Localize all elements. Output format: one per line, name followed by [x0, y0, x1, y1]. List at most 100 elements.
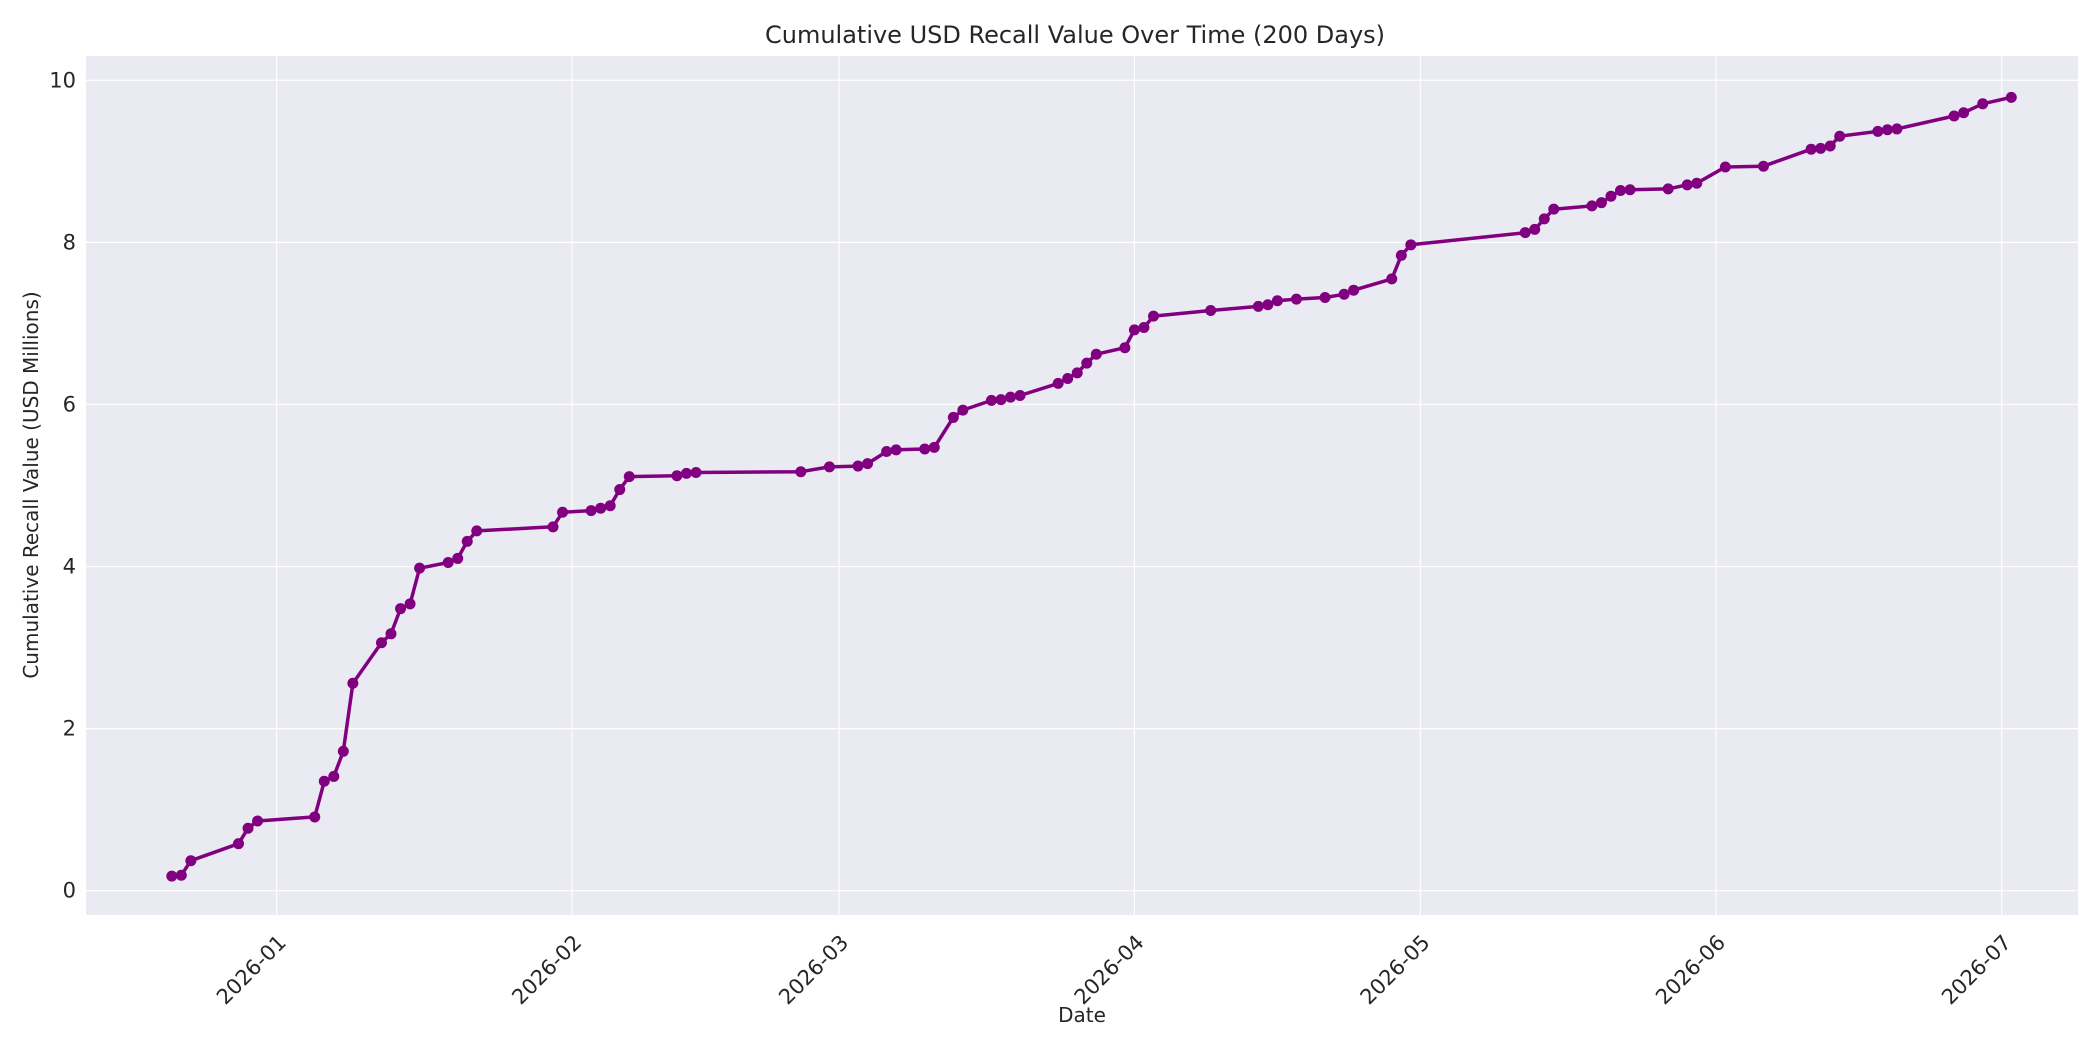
data-point [1348, 284, 1360, 296]
data-point [690, 467, 702, 479]
data-point [1262, 299, 1274, 311]
data-point [1319, 291, 1331, 303]
data-point [1548, 203, 1560, 215]
data-point [328, 770, 340, 782]
data-point [471, 525, 483, 537]
data-point [1205, 304, 1217, 316]
data-point [985, 394, 997, 406]
data-point [1071, 367, 1083, 379]
data-point [375, 637, 387, 649]
data-point [452, 552, 464, 564]
data-point [347, 677, 359, 689]
x-axis-ticks: 2026-01 2026-02 2026-03 2026-04 2026-05 2026-… [212, 930, 2016, 1009]
data-point [928, 441, 940, 453]
data-point [1834, 130, 1846, 142]
data-point [795, 466, 807, 478]
chart-title: Cumulative USD Recall Value Over Time (2… [765, 21, 1385, 49]
data-point [166, 870, 178, 882]
data-point [680, 467, 692, 479]
data-point [890, 444, 902, 456]
x-tick-label: 2026-06 [1651, 930, 1730, 1009]
data-point [395, 603, 407, 615]
data-point [547, 521, 559, 533]
data-point [671, 470, 683, 482]
data-point [1615, 185, 1627, 197]
data-point [919, 443, 931, 455]
x-tick-label: 2026-03 [774, 930, 853, 1009]
data-point [614, 484, 626, 496]
data-point [1119, 342, 1131, 354]
data-point [1138, 321, 1150, 333]
data-point [862, 458, 874, 470]
data-point [1586, 200, 1598, 212]
data-point [1948, 110, 1960, 122]
data-point [185, 855, 197, 867]
y-tick-label: 6 [63, 392, 76, 416]
data-point [2005, 91, 2017, 103]
x-tick-label: 2026-04 [1070, 930, 1149, 1009]
data-point [1824, 140, 1836, 152]
data-point [404, 598, 416, 610]
data-point [1005, 391, 1017, 403]
data-point [1090, 348, 1102, 360]
data-point [1405, 239, 1417, 251]
x-axis-title: Date [1058, 1003, 1106, 1027]
x-tick-label: 2026-05 [1356, 930, 1435, 1009]
data-point [1872, 125, 1884, 137]
data-point [1128, 324, 1140, 336]
y-axis-title: Cumulative Recall Value (USD Millions) [19, 291, 43, 678]
data-point [1386, 273, 1398, 285]
data-point [557, 506, 569, 518]
y-axis-ticks: 0 2 4 6 8 10 [49, 68, 76, 902]
data-point [1595, 197, 1607, 209]
x-tick-label: 2026-07 [1937, 930, 2016, 1009]
data-point [309, 811, 321, 823]
data-point [252, 815, 264, 827]
data-point [995, 394, 1007, 406]
y-tick-label: 4 [63, 555, 76, 579]
data-point [1052, 377, 1064, 389]
data-point [623, 471, 635, 483]
data-point [318, 775, 330, 787]
data-point [1958, 107, 1970, 119]
data-point [1624, 184, 1636, 196]
data-point [1529, 223, 1541, 235]
data-point [1757, 160, 1769, 172]
data-point [595, 502, 607, 514]
data-point [1538, 213, 1550, 225]
y-tick-label: 10 [49, 68, 76, 92]
data-point [1338, 288, 1350, 300]
data-point [1271, 295, 1283, 307]
data-point [1662, 183, 1674, 195]
data-point [1881, 124, 1893, 136]
data-point [1805, 143, 1817, 155]
data-point [585, 505, 597, 517]
data-point [1519, 227, 1531, 239]
x-tick-label: 2026-02 [507, 930, 586, 1009]
data-point [1252, 300, 1264, 312]
data-point [1681, 179, 1693, 191]
y-tick-label: 8 [63, 230, 76, 254]
series-points-layer [166, 91, 2017, 882]
data-point [852, 460, 864, 472]
data-point [1147, 310, 1159, 322]
y-tick-label: 0 [63, 879, 76, 903]
data-point [604, 500, 616, 512]
data-point [1891, 123, 1903, 135]
data-point [232, 838, 244, 850]
data-point [1691, 177, 1703, 189]
plot-area [86, 56, 2078, 915]
data-point [1062, 373, 1074, 385]
data-point [1014, 390, 1026, 402]
data-point [1395, 249, 1407, 261]
data-point [442, 556, 454, 568]
y-tick-label: 2 [63, 717, 76, 741]
data-point [337, 745, 349, 757]
data-point [1977, 98, 1989, 110]
data-point [947, 411, 959, 423]
data-point [823, 461, 835, 473]
data-point [1081, 357, 1093, 369]
data-point [881, 445, 893, 457]
